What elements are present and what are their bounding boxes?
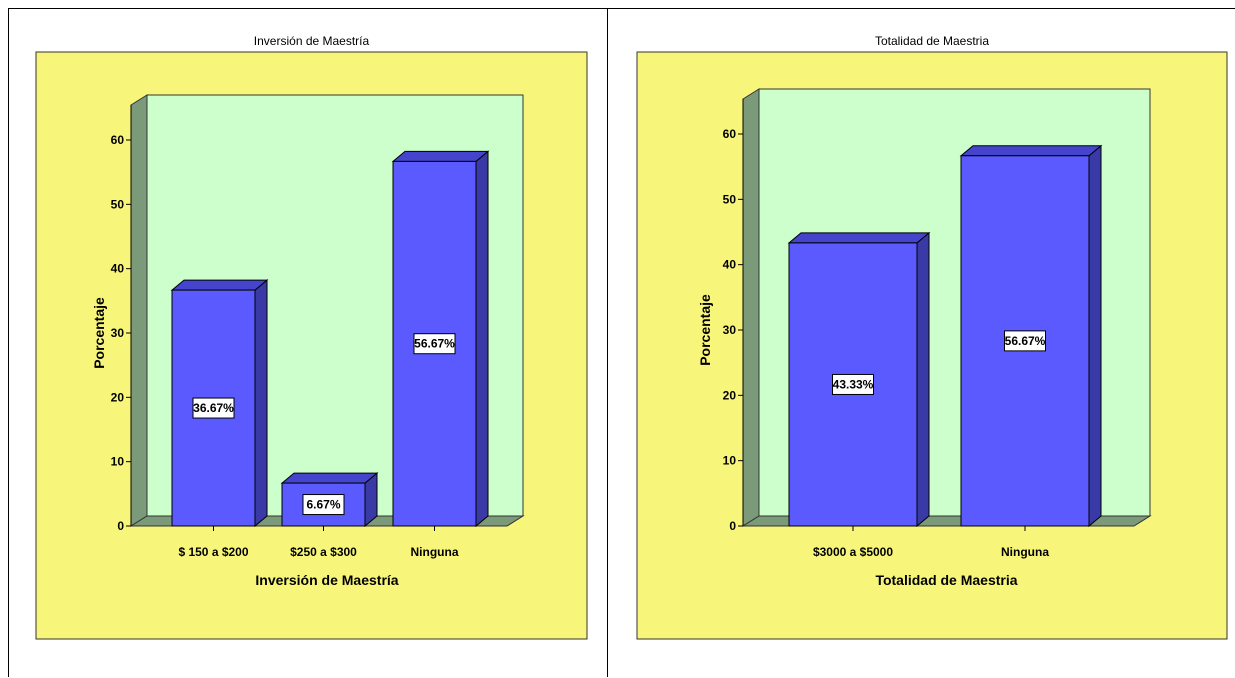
chart-cell-right: Totalidad de Maestria 0 10 20 30 40 50 60 Porcen… xyxy=(608,8,1235,677)
y-tick-label: 30 xyxy=(111,326,125,340)
data-label: 56.67% xyxy=(1005,334,1046,348)
y-tick-label: 40 xyxy=(723,258,737,272)
y-tick-label: 60 xyxy=(111,133,125,147)
data-label: 43.33% xyxy=(833,377,874,391)
side-wall xyxy=(742,88,760,527)
data-label-box xyxy=(192,397,235,419)
bar-top xyxy=(170,279,269,291)
bar-side xyxy=(254,279,268,528)
x-tick-label: Ninguna xyxy=(411,545,459,559)
y-tick-label: 20 xyxy=(111,390,125,404)
y-tick-label: 50 xyxy=(723,192,737,206)
y-tick-label: 20 xyxy=(723,388,737,402)
data-label: 6.67% xyxy=(306,498,340,512)
y-tick-label: 0 xyxy=(729,519,736,533)
bar-top xyxy=(391,150,490,162)
y-tick-label: 0 xyxy=(117,519,124,533)
x-tick-label: $ 150 a $200 xyxy=(178,545,248,559)
x-axis-title: Inversión de Maestría xyxy=(255,572,398,588)
bar-side xyxy=(916,231,930,528)
chart-cell-left: Inversión de Maestría 0 10 20 30 40 50 60 Porcen… xyxy=(8,8,608,677)
data-label: 56.67% xyxy=(414,337,455,351)
bar-top xyxy=(787,232,931,244)
y-tick-label: 10 xyxy=(723,454,737,468)
side-wall xyxy=(130,94,148,527)
y-axis-title: Porcentaje xyxy=(91,297,107,369)
x-tick-label: $250 a $300 xyxy=(290,545,357,559)
data-label: 36.67% xyxy=(193,401,234,415)
chart-title: Inversión de Maestría xyxy=(254,34,370,48)
x-axis-title: Totalidad de Maestria xyxy=(875,572,1017,588)
bar-side xyxy=(1088,144,1102,528)
y-tick-label: 30 xyxy=(723,323,737,337)
bar xyxy=(281,482,366,527)
y-axis-title: Porcentaje xyxy=(697,294,713,366)
x-tick-label: Ninguna xyxy=(1001,545,1049,559)
data-label-box xyxy=(302,494,345,516)
y-tick-label: 60 xyxy=(723,127,737,141)
y-tick-label: 10 xyxy=(111,455,125,469)
chart-title: Totalidad de Maestria xyxy=(875,34,989,48)
y-tick-label: 50 xyxy=(111,197,125,211)
data-label-box xyxy=(1004,330,1046,352)
data-label-box xyxy=(832,373,874,395)
bar-side xyxy=(475,150,489,528)
y-tick-label: 40 xyxy=(111,262,125,276)
chart-total: Totalidad de Maestria 0 10 20 30 40 50 60 Porcen… xyxy=(636,34,1228,640)
x-tick-label: $3000 a $5000 xyxy=(813,545,893,559)
chart-investment: Inversión de Maestría 0 10 20 30 40 50 60 Porcen… xyxy=(35,34,588,640)
bar-top xyxy=(959,145,1103,157)
data-label-box xyxy=(413,333,456,355)
bar-top xyxy=(280,472,379,484)
